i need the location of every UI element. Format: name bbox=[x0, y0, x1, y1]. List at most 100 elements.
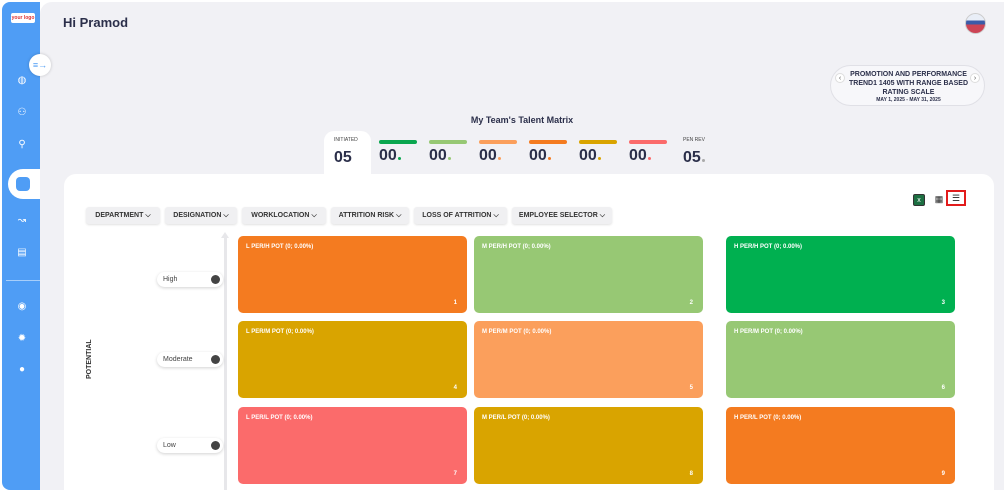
chevron-down-icon: ⌵ bbox=[396, 211, 402, 219]
filter-worklocation[interactable]: WORKLOCATION ⌵ bbox=[242, 207, 326, 224]
org-icon[interactable]: ⚲ bbox=[18, 138, 26, 150]
matrix-title: My Team's Talent Matrix bbox=[470, 115, 574, 125]
stats-active-tab bbox=[324, 131, 371, 176]
matrix-panel: DEPARTMENT ⌵ DESIGNATION ⌵ WORKLOCATION ⌵ ATTR… bbox=[64, 174, 994, 490]
list-view-icon[interactable]: ☰ bbox=[946, 190, 966, 206]
matrix-cell-4[interactable]: L PER/M POT (0; 0.00%) 4 bbox=[238, 321, 467, 398]
grid-view-icon[interactable]: ▦ bbox=[934, 193, 944, 204]
cell-number: 5 bbox=[689, 385, 693, 391]
chevron-down-icon: ⌵ bbox=[493, 211, 499, 219]
stat-dot bbox=[597, 157, 601, 160]
filter-label: EMPLOYEE SELECTOR bbox=[518, 212, 598, 219]
filter-department[interactable]: DEPARTMENT ⌵ bbox=[86, 207, 160, 224]
next-cycle-icon[interactable]: › bbox=[970, 73, 980, 83]
stat-label: INITIATED bbox=[334, 137, 358, 143]
level-label: Low bbox=[163, 442, 176, 449]
stat-category-3[interactable]: 00 bbox=[479, 137, 519, 165]
stat-color-bar bbox=[579, 140, 617, 144]
cell-label: M PER/L POT (0; 0.00%) bbox=[482, 415, 550, 421]
matrix-cell-2[interactable]: M PER/H POT (0; 0.00%) 2 bbox=[474, 236, 703, 313]
potential-axis-label: POTENTIAL bbox=[86, 339, 93, 379]
filter-employee-selector[interactable]: EMPLOYEE SELECTOR ⌵ bbox=[512, 207, 612, 224]
matrix-cell-3[interactable]: H PER/H POT (0; 0.00%) 3 bbox=[726, 236, 955, 313]
filter-attrition-risk[interactable]: ATTRITION RISK ⌵ bbox=[331, 207, 409, 224]
collapse-sidebar-icon[interactable]: ≡→ bbox=[29, 54, 51, 76]
avatar[interactable] bbox=[965, 13, 986, 34]
excel-export-icon[interactable]: x bbox=[913, 194, 925, 206]
stat-color-bar bbox=[379, 140, 417, 144]
filter-loss-of-attrition[interactable]: LOSS OF ATTRITION ⌵ bbox=[414, 207, 507, 224]
cell-label: H PER/H POT (0; 0.00%) bbox=[734, 244, 803, 250]
matrix-cell-5[interactable]: M PER/M POT (0; 0.00%) 5 bbox=[474, 321, 703, 398]
stat-pen-rev[interactable]: PEN REV 05 bbox=[683, 137, 723, 167]
settings-icon[interactable]: ✹ bbox=[17, 332, 27, 344]
stat-color-bar bbox=[529, 140, 567, 144]
matrix-cell-7[interactable]: L PER/L POT (0; 0.00%) 7 bbox=[238, 407, 467, 484]
stat-value: 00 bbox=[579, 147, 619, 165]
matrix-cell-6[interactable]: H PER/M POT (0; 0.00%) 6 bbox=[726, 321, 955, 398]
matrix-cell-1[interactable]: L PER/H POT (0; 0.00%) 1 bbox=[238, 236, 467, 313]
chevron-down-icon: ⌵ bbox=[223, 211, 229, 219]
cell-number: 2 bbox=[689, 300, 693, 306]
dashboard-icon[interactable]: ◍ bbox=[17, 74, 27, 86]
filter-designation[interactable]: DESIGNATION ⌵ bbox=[165, 207, 237, 224]
stat-category-1[interactable]: 00 bbox=[379, 137, 419, 165]
page-greeting: Hi Pramod bbox=[63, 15, 129, 30]
team-icon[interactable]: ⚇ bbox=[17, 106, 27, 118]
potential-level-high[interactable]: High bbox=[157, 272, 223, 287]
potential-axis-arrow bbox=[221, 232, 229, 238]
stat-dot bbox=[397, 157, 401, 160]
stat-color-bar bbox=[479, 140, 517, 144]
stat-color-bar bbox=[429, 140, 467, 144]
eye-icon[interactable]: ◉ bbox=[17, 300, 27, 312]
stat-dot bbox=[447, 157, 451, 160]
cell-label: M PER/H POT (0; 0.00%) bbox=[482, 244, 551, 250]
toggle-icon bbox=[211, 441, 220, 450]
stat-value: 00 bbox=[429, 147, 469, 165]
brand-logo: your logo bbox=[11, 13, 35, 23]
cell-label: M PER/M POT (0; 0.00%) bbox=[482, 329, 552, 335]
cycle-title: PROMOTION AND PERFORMANCE TREND1 1405 WI… bbox=[848, 71, 969, 96]
sidebar-item-talent-matrix[interactable] bbox=[8, 169, 44, 199]
stat-category-5[interactable]: 00 bbox=[579, 137, 619, 165]
stat-category-2[interactable]: 00 bbox=[429, 137, 469, 165]
potential-level-low[interactable]: Low bbox=[157, 438, 223, 453]
main-content: Hi Pramod ≡→ ‹ PROMOTION AND PERFORMANCE… bbox=[29, 2, 1004, 490]
stat-value: 00 bbox=[629, 147, 669, 165]
stat-value: 05 bbox=[334, 149, 352, 166]
filter-label: WORKLOCATION bbox=[251, 212, 310, 219]
sidebar-divider bbox=[6, 280, 40, 281]
potential-level-moderate[interactable]: Moderate bbox=[157, 352, 223, 367]
stat-value: 00 bbox=[529, 147, 569, 165]
cycle-selector[interactable]: ‹ PROMOTION AND PERFORMANCE TREND1 1405 … bbox=[830, 65, 985, 106]
reports-icon[interactable]: ▤ bbox=[17, 246, 27, 258]
sidebar: your logo ◍ ⚇ ⚲ ↝ ▤ ◉ ✹ ● bbox=[2, 2, 44, 490]
cell-number: 8 bbox=[689, 471, 693, 477]
toggle-icon bbox=[211, 355, 220, 364]
filter-label: LOSS OF ATTRITION bbox=[422, 212, 492, 219]
stat-dot bbox=[647, 157, 651, 160]
stat-color-bar bbox=[629, 140, 667, 144]
stat-value: 00 bbox=[379, 147, 419, 165]
user-icon[interactable]: ● bbox=[18, 363, 26, 375]
stat-value: 05 bbox=[683, 149, 723, 167]
stat-category-6[interactable]: 00 bbox=[629, 137, 669, 165]
prev-cycle-icon[interactable]: ‹ bbox=[835, 73, 845, 83]
chevron-down-icon: ⌵ bbox=[311, 211, 317, 219]
cell-number: 7 bbox=[453, 471, 457, 477]
stat-dot bbox=[547, 157, 551, 160]
matrix-cell-8[interactable]: M PER/L POT (0; 0.00%) 8 bbox=[474, 407, 703, 484]
cycle-date-range: MAY 1, 2025 - MAY 31, 2025 bbox=[876, 97, 941, 103]
cell-label: L PER/L POT (0; 0.00%) bbox=[246, 415, 313, 421]
cell-label: L PER/M POT (0; 0.00%) bbox=[246, 329, 314, 335]
analytics-icon[interactable]: ↝ bbox=[17, 214, 27, 226]
stat-dot bbox=[701, 159, 705, 162]
level-label: High bbox=[163, 276, 178, 283]
matrix-cell-9[interactable]: H PER/L POT (0; 0.00%) 9 bbox=[726, 407, 955, 484]
stat-value: 00 bbox=[479, 147, 519, 165]
stat-category-4[interactable]: 00 bbox=[529, 137, 569, 165]
cell-label: H PER/L POT (0; 0.00%) bbox=[734, 415, 802, 421]
toggle-icon bbox=[211, 275, 220, 284]
stat-initiated[interactable]: INITIATED 05 bbox=[334, 137, 374, 167]
